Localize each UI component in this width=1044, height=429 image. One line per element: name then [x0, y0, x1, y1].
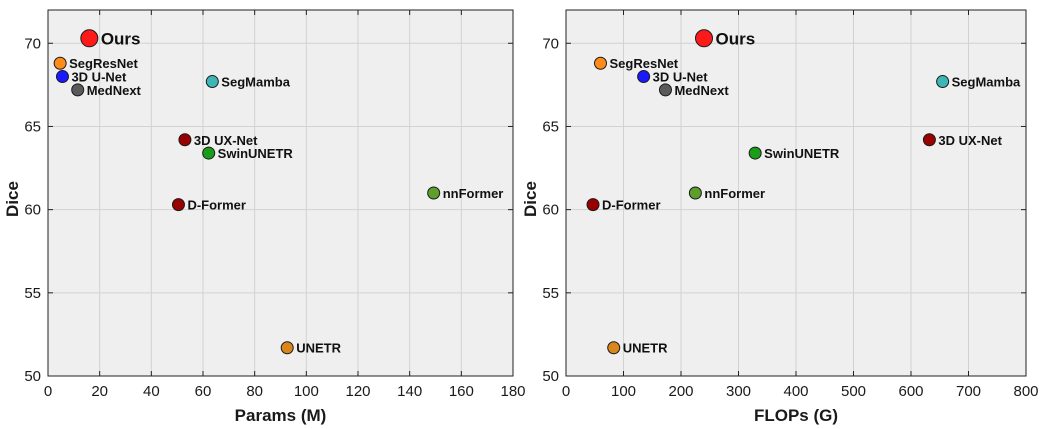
data-label: SwinUNETR	[218, 146, 294, 161]
x-tick-label: 60	[195, 383, 212, 400]
data-point	[427, 186, 441, 200]
data-point	[607, 341, 621, 355]
data-point	[178, 133, 192, 147]
y-tick-label: 70	[542, 35, 559, 52]
data-label: SegMamba	[952, 75, 1021, 90]
x-tick-label: 700	[956, 383, 981, 400]
data-label: MedNext	[87, 83, 142, 98]
x-tick-label: 100	[611, 383, 636, 400]
data-point	[688, 186, 702, 200]
data-label: SegResNet	[69, 56, 138, 71]
data-label: SwinUNETR	[764, 146, 840, 161]
data-label: 3D UX-Net	[938, 133, 1002, 148]
data-point	[53, 56, 67, 70]
x-tick-label: 600	[898, 383, 923, 400]
data-label: UNETR	[296, 341, 341, 356]
data-point	[55, 70, 69, 84]
data-label: MedNext	[674, 83, 729, 98]
y-tick-label: 70	[24, 35, 41, 52]
x-tick-label: 0	[562, 383, 570, 400]
x-tick-label: 160	[449, 383, 474, 400]
data-point	[922, 133, 936, 147]
data-label: UNETR	[623, 341, 668, 356]
y-tick-label: 50	[24, 368, 41, 385]
x-tick-label: 120	[345, 383, 370, 400]
y-tick-label: 60	[24, 202, 41, 219]
data-label: SegMamba	[221, 75, 290, 90]
data-point	[280, 341, 294, 355]
x-tick-label: 800	[1013, 383, 1038, 400]
x-tick-label: 140	[397, 383, 422, 400]
chart-panel-1: 0 20 40 60 80 100 120 140 160 180 50 55 60 65 70 Params…	[3, 9, 526, 425]
y-tick-label: 55	[542, 285, 559, 302]
x-axis-title: FLOPs (G)	[754, 406, 838, 425]
data-label: 3D UX-Net	[194, 133, 258, 148]
x-tick-label: 40	[143, 383, 160, 400]
axes-frame	[565, 9, 1027, 377]
x-tick-label: 500	[841, 383, 866, 400]
x-tick-label: 300	[726, 383, 751, 400]
y-tick-label: 65	[24, 118, 41, 135]
x-tick-label: 400	[783, 383, 808, 400]
data-label: 3D U-Net	[71, 70, 127, 85]
data-point	[71, 83, 85, 97]
y-tick-label: 65	[542, 118, 559, 135]
data-point	[594, 56, 607, 70]
chart-panel-2: 0 100 200 300 400 500 600 700 800 50 55 60 65 70 FLOPs…	[521, 9, 1039, 425]
y-tick-label: 60	[542, 202, 559, 219]
x-tick-label: 20	[91, 383, 108, 400]
data-point	[658, 83, 672, 97]
data-point	[695, 29, 713, 48]
y-axis-title: Dice	[3, 181, 22, 217]
y-axis-title: Dice	[521, 181, 540, 217]
data-point	[748, 146, 762, 160]
data-point	[80, 29, 99, 48]
x-tick-label: 180	[500, 383, 525, 400]
data-point	[171, 198, 185, 212]
data-label: D-Former	[187, 198, 246, 213]
data-point	[586, 198, 600, 212]
data-point	[202, 146, 216, 160]
x-tick-label: 100	[294, 383, 319, 400]
data-label: 3D U-Net	[653, 70, 709, 85]
data-point	[205, 75, 219, 89]
x-tick-label: 0	[44, 383, 52, 400]
data-label: D-Former	[602, 198, 661, 213]
data-label: Ours	[101, 29, 141, 48]
y-tick-label: 55	[24, 285, 41, 302]
data-label: nnFormer	[443, 186, 504, 201]
data-point	[936, 75, 950, 89]
axes-frame	[47, 9, 514, 377]
data-label: Ours	[716, 29, 756, 48]
x-axis-title: Params (M)	[235, 406, 327, 425]
x-tick-label: 80	[246, 383, 263, 400]
data-point	[637, 70, 651, 84]
y-tick-label: 50	[542, 368, 559, 385]
data-label: SegResNet	[610, 56, 679, 71]
data-label: nnFormer	[704, 186, 765, 201]
x-tick-label: 200	[668, 383, 693, 400]
